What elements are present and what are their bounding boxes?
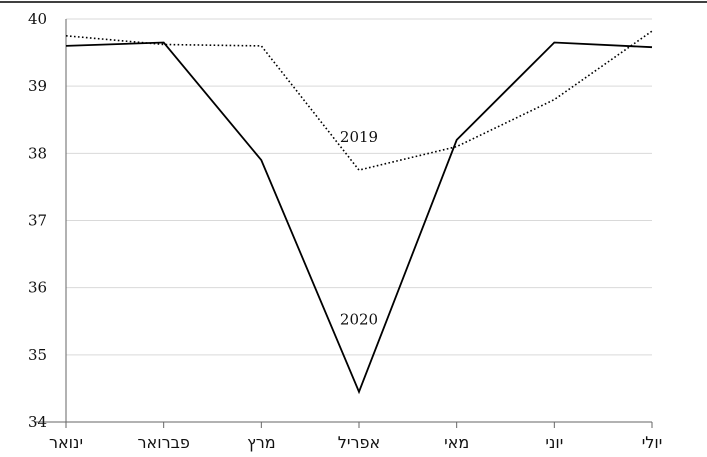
y-tick-label: 35 (28, 346, 47, 364)
series-lines (65, 30, 653, 395)
x-tick-label: מאי (444, 433, 469, 452)
x-tick-label: יוני (545, 433, 563, 452)
series-line-2019 (65, 30, 653, 171)
x-tick-label: פברואר (137, 433, 189, 452)
annotation-2020: 2020 (340, 311, 378, 329)
annotation-2019: 2019 (340, 128, 378, 146)
y-tick-label: 38 (28, 144, 47, 162)
x-tick-label: ינואר (49, 433, 83, 452)
x-tick-label: אפריל (338, 433, 380, 452)
x-tick-label: יולי (642, 433, 663, 452)
y-tick-label: 36 (28, 279, 47, 297)
y-tick-label: 39 (28, 77, 47, 95)
y-tick-label: 34 (28, 413, 47, 431)
x-axis-ticks: ינואר פברואר מרץ אפריל מאי יוני יולי (49, 422, 662, 452)
y-tick-label: 40 (28, 10, 47, 28)
y-tick-label: 37 (28, 212, 47, 230)
gridlines (66, 18, 652, 356)
x-tick-label: מרץ (247, 433, 276, 452)
annotations: 2019 2020 (340, 128, 378, 328)
y-axis-ticks: 34 35 36 37 38 39 40 (28, 10, 47, 431)
axes (0, 1, 707, 423)
series-line-2020 (65, 41, 653, 395)
